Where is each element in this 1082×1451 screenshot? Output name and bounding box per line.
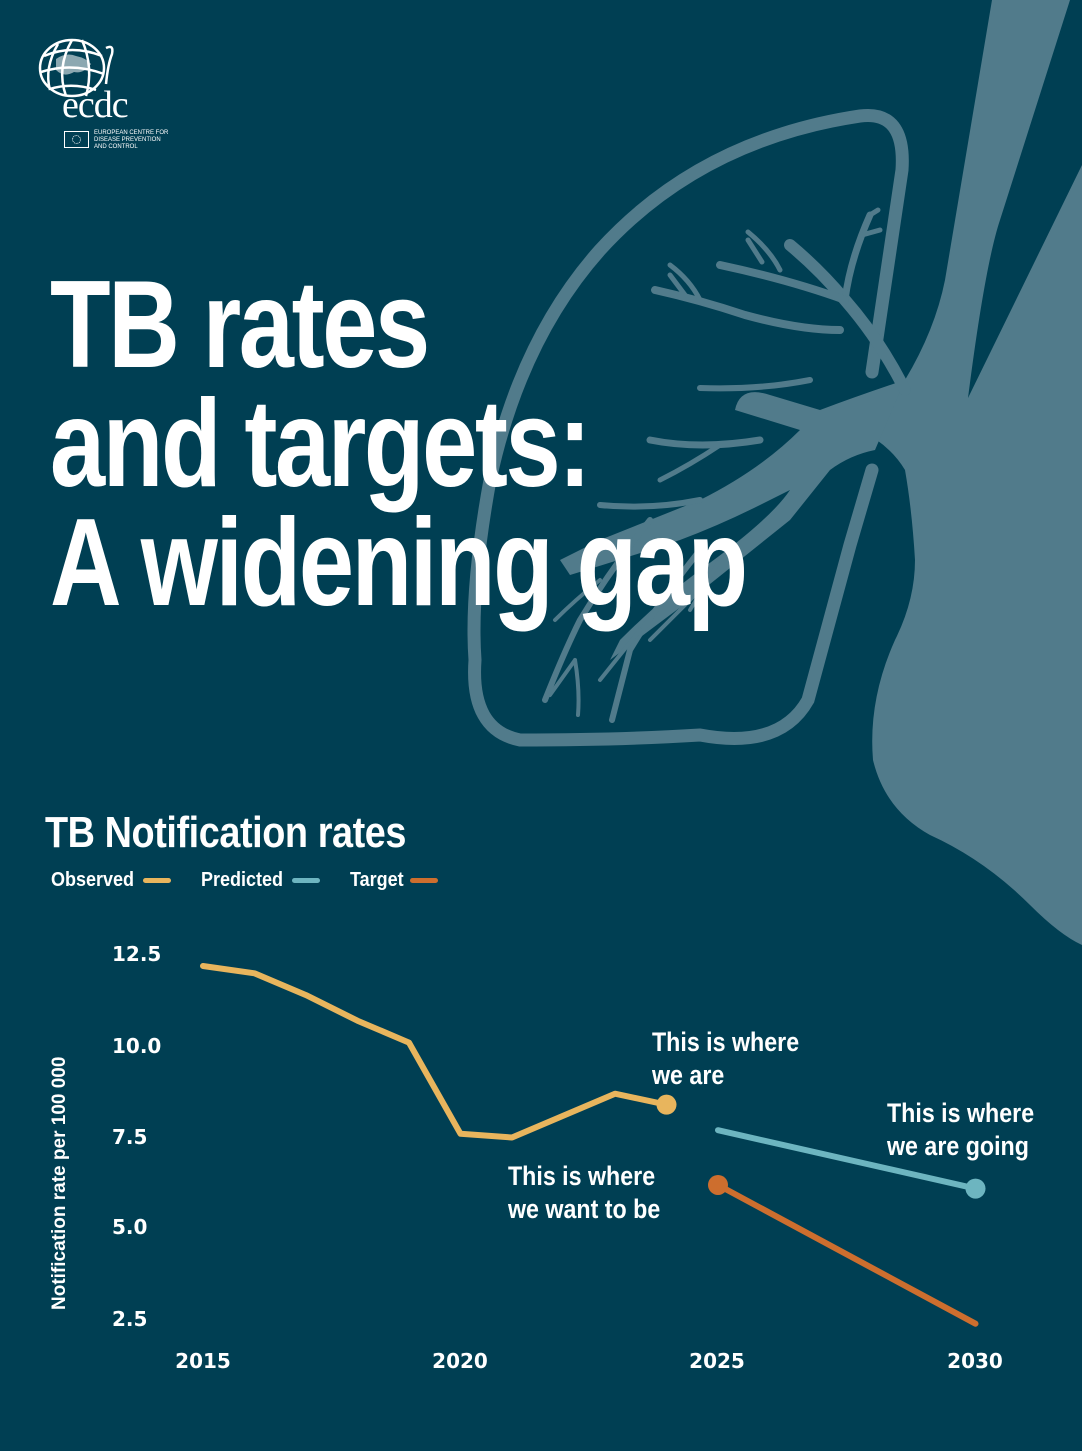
chart-legend: Observed Predicted Target	[51, 868, 468, 892]
x-tick: 2025	[689, 1349, 745, 1373]
observed-line	[200, 963, 670, 1141]
y-tick: 5.0	[112, 1215, 148, 1239]
legend-swatch-target	[410, 877, 439, 883]
left-lung-outline	[467, 108, 909, 747]
y-tick: 12.5	[112, 942, 162, 966]
logo-subtitle-line: Disease Prevention	[94, 137, 161, 143]
trachea-shape	[850, 0, 1082, 945]
predicted-line	[715, 1127, 979, 1192]
title-line-1: TB rates	[50, 256, 430, 394]
observed-end-marker	[656, 1094, 677, 1115]
globe-icon	[38, 38, 114, 98]
x-tick: 2015	[175, 1349, 231, 1373]
title-line-3: A widening gap	[50, 494, 748, 632]
legend-item-target: Target	[350, 868, 439, 892]
legend-label: Observed	[51, 869, 135, 891]
chart-title: TB Notification rates	[45, 808, 407, 857]
ecdc-logo: ecdc European Centre for Disease Prevent…	[36, 34, 176, 154]
legend-swatch-observed	[143, 877, 172, 883]
annotation-line: This is where	[652, 1027, 800, 1057]
logo-wordmark: ecdc	[62, 84, 129, 126]
y-tick: 7.5	[112, 1125, 148, 1149]
bronchus-shape	[560, 380, 905, 660]
target-start-marker	[708, 1174, 728, 1195]
eu-flag-icon	[64, 131, 89, 148]
x-tick: 2030	[947, 1349, 1003, 1373]
annotation-observed: This is where we are	[652, 1026, 799, 1092]
annotation-predicted: This is where we are going	[887, 1097, 1034, 1163]
annotation-line: we are going	[887, 1131, 1029, 1161]
annotation-line: we are	[652, 1060, 725, 1090]
legend-label: Predicted	[201, 869, 284, 891]
legend-item-observed: Observed	[51, 868, 172, 892]
target-line	[715, 1182, 979, 1327]
logo-subtitle-line: and Control	[94, 144, 138, 150]
title-line-2: and targets:	[50, 375, 591, 513]
annotation-target: This is where we want to be	[508, 1160, 660, 1226]
page-title: TB rates and targets: A widening gap	[50, 256, 748, 632]
y-tick: 2.5	[112, 1307, 148, 1331]
legend-label: Target	[350, 869, 405, 891]
logo-subtitle: European Centre for Disease Prevention a…	[94, 130, 174, 151]
annotation-line: This is where	[508, 1161, 656, 1191]
legend-item-predicted: Predicted	[201, 868, 321, 892]
legend-swatch-predicted	[292, 877, 321, 883]
x-tick: 2020	[432, 1349, 488, 1373]
annotation-line: we want to be	[508, 1194, 661, 1224]
predicted-end-marker	[965, 1178, 986, 1199]
y-tick: 10.0	[112, 1034, 162, 1058]
logo-subtitle-line: European Centre for	[94, 130, 169, 136]
annotation-line: This is where	[887, 1098, 1035, 1128]
